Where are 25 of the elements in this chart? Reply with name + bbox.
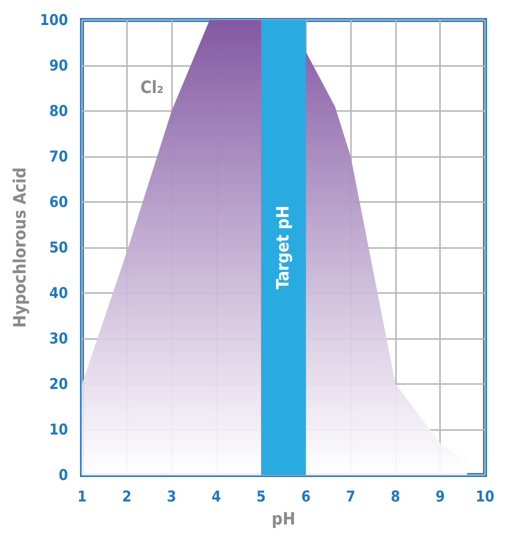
x-tick-label: 10 [476, 488, 494, 506]
x-tick-label: 1 [77, 488, 87, 506]
x-axis-title: pH [272, 510, 296, 530]
y-tick-label: 0 [58, 466, 68, 484]
x-tick-label: 7 [346, 488, 356, 506]
x-tick-label: 2 [122, 488, 132, 506]
y-tick-label: 20 [49, 375, 68, 393]
y-axis-title: Hypochlorous Acid [10, 167, 30, 328]
x-tick-label: 6 [301, 488, 311, 506]
y-tick-label: 50 [49, 238, 68, 256]
x-tick-label: 3 [166, 488, 176, 506]
y-tick-label: 80 [49, 102, 68, 120]
y-tick-label: 60 [49, 193, 68, 211]
x-tick-label: 4 [212, 488, 222, 506]
x-tick-label: 8 [390, 488, 400, 506]
x-tick-label: 9 [436, 488, 445, 506]
y-tick-label: 40 [49, 284, 68, 302]
annotation: Cl₂ [140, 78, 164, 98]
band-label: Target pH [274, 206, 294, 290]
y-tick-label: 100 [40, 11, 68, 29]
y-tick-label: 70 [49, 148, 68, 166]
y-tick-label: 10 [49, 420, 68, 438]
y-tick-label: 90 [49, 56, 68, 74]
y-tick-label: 30 [49, 330, 68, 348]
x-tick-label: 5 [256, 488, 266, 506]
